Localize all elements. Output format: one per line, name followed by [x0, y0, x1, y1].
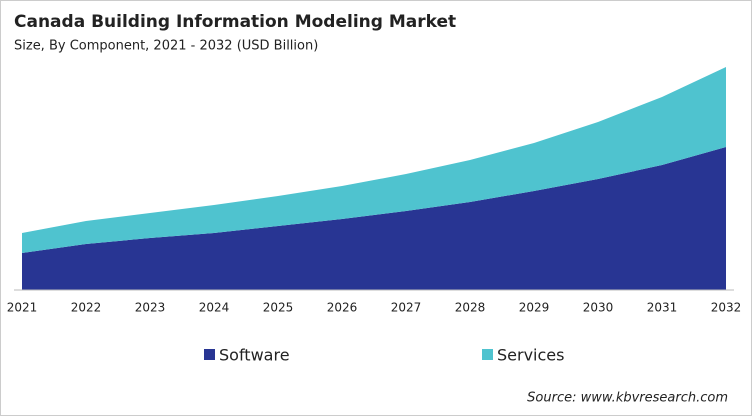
area	[22, 147, 726, 290]
x-tick-label: 2023	[135, 301, 166, 315]
x-tick-label: 2029	[519, 301, 550, 315]
x-tick-label: 2025	[263, 301, 294, 315]
legend-swatch	[482, 349, 493, 360]
x-tick-label: 2032	[711, 301, 742, 315]
x-tick-label: 2031	[647, 301, 678, 315]
x-tick-label: 2024	[199, 301, 230, 315]
area	[22, 67, 726, 253]
x-tick-label: 2027	[391, 301, 422, 315]
chart-subtitle: Size, By Component, 2021 - 2032 (USD Bil…	[14, 39, 318, 54]
x-tick-label: 2022	[71, 301, 102, 315]
x-tick-label: 2026	[327, 301, 358, 315]
chart-title: Canada Building Information Modeling Mar…	[14, 12, 456, 32]
x-tick-label: 2028	[455, 301, 486, 315]
x-tick-label: 2030	[583, 301, 614, 315]
legend-swatch	[204, 349, 215, 360]
x-tick-label: 2021	[7, 301, 38, 315]
legend-label: Services	[497, 346, 564, 365]
legend-label: Software	[219, 346, 290, 365]
source: Source: www.kbvresearch.com	[527, 391, 728, 406]
